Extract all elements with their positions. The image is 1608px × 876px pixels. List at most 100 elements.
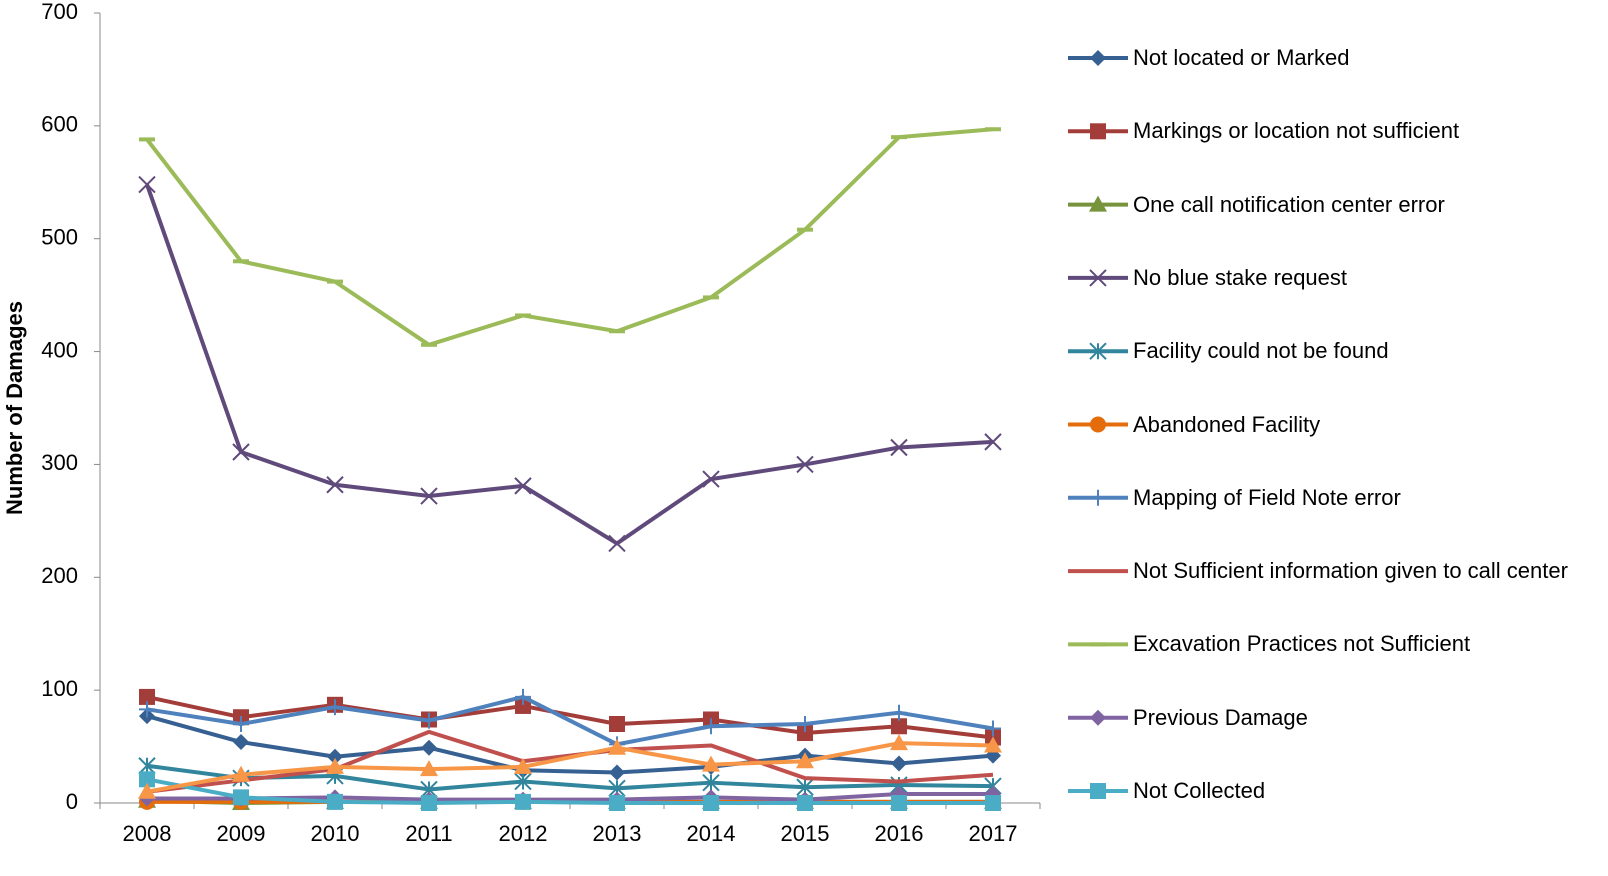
legend-label: Mapping of Field Note error [1133, 484, 1401, 510]
marker [1090, 783, 1106, 799]
marker [797, 725, 813, 742]
series [139, 688, 1001, 753]
marker [139, 771, 155, 788]
marker [703, 718, 719, 735]
y-tick-label: 100 [41, 676, 78, 701]
line [146, 763, 994, 792]
marker [515, 793, 531, 810]
x-tick-label: 2011 [405, 821, 452, 846]
marker [1090, 123, 1106, 140]
marker [703, 795, 719, 811]
legend-label: Excavation Practices not Sufficient [1133, 631, 1471, 657]
y-axis-label: Number of Damages [2, 301, 27, 515]
x-tick-label: 2010 [311, 821, 360, 846]
marker [138, 757, 156, 775]
marker [138, 175, 156, 194]
series [138, 175, 1002, 553]
x-tick-label: 2012 [499, 821, 548, 846]
marker [1090, 50, 1106, 66]
marker [232, 765, 250, 782]
marker [985, 795, 1001, 811]
marker [609, 795, 625, 811]
marker [421, 739, 437, 756]
legend-label: Not located or Marked [1133, 45, 1350, 70]
legend-label: No blue stake request [1133, 264, 1348, 290]
marker [514, 477, 532, 495]
x-tick-label: 2014 [687, 821, 736, 846]
marker [232, 443, 250, 461]
marker [702, 755, 720, 772]
x-tick-label: 2009 [217, 821, 266, 846]
line [145, 183, 994, 546]
marker [515, 697, 531, 714]
x-tick-label: 2015 [781, 821, 830, 846]
series [139, 127, 1001, 347]
marker [1089, 342, 1107, 360]
legend-label: Not Sufficient information given to call… [1133, 558, 1568, 584]
marker [421, 712, 437, 729]
legend-label: Previous Damage [1133, 704, 1308, 730]
y-tick-label: 300 [41, 450, 78, 475]
marker [1089, 195, 1107, 212]
line [146, 694, 994, 747]
y-tick-label: 500 [41, 225, 78, 250]
x-tick-label: 2008 [123, 821, 172, 846]
marker [796, 752, 814, 769]
marker [233, 789, 249, 806]
legend-label: Facility could not be found [1133, 338, 1389, 364]
marker [139, 701, 155, 718]
marker [890, 438, 908, 457]
line [146, 741, 994, 794]
marker [420, 487, 438, 505]
line [145, 127, 994, 347]
marker [139, 688, 155, 705]
legend-label: Abandoned Facility [1133, 411, 1321, 437]
x-tick-label: 2017 [969, 821, 1018, 846]
marker [327, 699, 343, 716]
series [139, 771, 1001, 811]
marker [609, 716, 625, 732]
marker [609, 764, 625, 781]
y-tick-label: 700 [41, 0, 78, 24]
marker [515, 688, 531, 705]
marker [233, 734, 249, 751]
marker [890, 734, 908, 751]
marker [1090, 489, 1106, 506]
marker [420, 760, 438, 777]
y-tick-label: 600 [41, 112, 78, 137]
x-tick-label: 2016 [875, 821, 924, 846]
marker [984, 736, 1002, 753]
y-tick-label: 0 [66, 789, 78, 814]
x-tick-label: 2013 [593, 821, 642, 846]
marker [327, 748, 343, 765]
line [146, 694, 994, 740]
legend-label: One call notification center error [1133, 191, 1445, 217]
series [139, 688, 1001, 746]
marker [608, 738, 626, 755]
marker [233, 716, 249, 732]
marker [891, 755, 907, 772]
legend-label: Not Collected [1133, 778, 1266, 803]
line [146, 714, 994, 775]
marker [1089, 269, 1107, 287]
y-tick-label: 200 [41, 563, 78, 588]
marker [514, 757, 532, 774]
marker [326, 757, 344, 774]
legend-label: Markings or location not sufficient [1133, 118, 1460, 144]
marker [796, 455, 814, 474]
marker [891, 718, 907, 735]
marker [984, 433, 1002, 451]
marker [702, 470, 720, 488]
marker [797, 716, 813, 732]
marker [985, 720, 1001, 737]
marker [1090, 709, 1106, 726]
marker [421, 795, 437, 811]
marker [702, 773, 720, 792]
marker [327, 793, 343, 810]
marker [608, 534, 626, 553]
marker [891, 795, 907, 811]
marker [138, 782, 156, 799]
line [146, 777, 993, 805]
